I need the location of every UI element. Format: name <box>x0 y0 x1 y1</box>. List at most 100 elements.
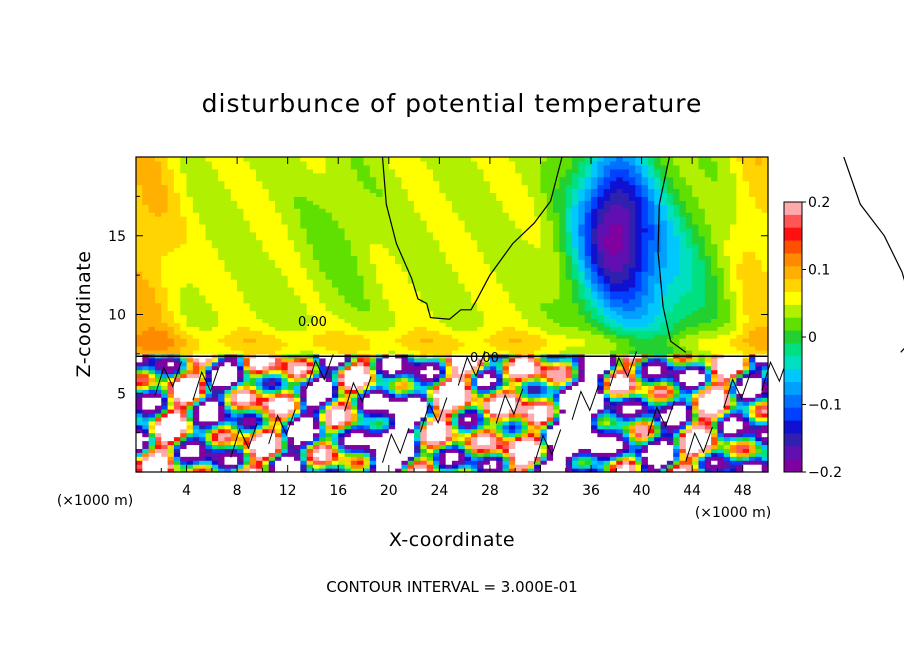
data-cell <box>369 357 377 363</box>
data-cell <box>414 310 421 316</box>
data-cell <box>369 231 377 237</box>
data-cell <box>294 318 301 323</box>
data-cell <box>458 247 466 253</box>
data-cell <box>464 204 472 209</box>
data-cell <box>180 216 188 221</box>
data-cell <box>142 279 150 284</box>
data-cell <box>426 200 434 205</box>
data-cell <box>521 251 529 257</box>
data-cell <box>382 306 390 312</box>
data-cell <box>192 361 200 367</box>
data-cell <box>319 456 327 461</box>
data-cell <box>376 176 384 182</box>
data-cell <box>439 302 447 308</box>
data-cell <box>218 464 226 469</box>
data-cell <box>224 346 232 351</box>
data-cell <box>205 267 213 272</box>
data-cell <box>300 168 308 174</box>
data-cell <box>256 239 263 245</box>
data-cell <box>483 283 491 288</box>
data-cell <box>325 349 333 355</box>
data-cell <box>287 267 295 272</box>
data-cell <box>395 326 403 331</box>
data-cell <box>477 157 485 162</box>
data-cell <box>173 349 181 355</box>
data-cell <box>300 314 308 320</box>
data-cell <box>180 271 188 276</box>
data-cell <box>136 397 143 402</box>
data-cell <box>470 239 478 245</box>
data-cell <box>224 393 232 398</box>
data-cell <box>237 188 245 194</box>
data-cell <box>338 424 346 430</box>
data-cell <box>306 424 314 430</box>
data-cell <box>357 377 365 383</box>
data-cell <box>224 369 232 375</box>
data-cell <box>452 377 459 383</box>
data-cell <box>325 239 333 245</box>
data-cell <box>224 247 232 253</box>
data-cell <box>192 448 200 453</box>
data-cell <box>382 377 390 383</box>
data-cell <box>376 326 384 331</box>
data-cell <box>243 290 251 296</box>
data-cell <box>312 192 320 197</box>
data-cell <box>489 448 497 453</box>
data-cell <box>142 298 150 304</box>
data-cell <box>268 271 276 276</box>
data-cell <box>275 294 282 300</box>
data-cell <box>414 428 421 434</box>
data-cell <box>218 389 226 394</box>
data-cell <box>180 405 188 410</box>
data-cell <box>331 157 339 162</box>
data-cell <box>445 397 453 402</box>
data-cell <box>205 220 213 225</box>
data-cell <box>154 208 162 213</box>
data-cell <box>319 420 327 426</box>
data-cell <box>224 235 232 241</box>
data-cell <box>249 346 257 351</box>
data-cell <box>439 235 447 241</box>
data-cell <box>338 397 346 402</box>
data-cell <box>319 231 327 237</box>
data-cell <box>388 294 396 300</box>
data-cell <box>167 157 175 162</box>
data-cell <box>388 377 396 383</box>
data-cell <box>287 318 295 323</box>
data-cell <box>445 373 453 379</box>
data-cell <box>294 184 301 190</box>
data-cell <box>439 412 447 418</box>
data-cell <box>489 192 497 197</box>
data-cell <box>294 412 301 418</box>
data-cell <box>300 369 308 375</box>
data-cell <box>167 436 175 442</box>
data-cell <box>445 279 453 284</box>
data-cell <box>407 464 415 469</box>
data-cell <box>483 231 491 237</box>
data-cell <box>483 385 491 390</box>
data-cell <box>262 184 270 190</box>
data-cell <box>344 267 352 272</box>
data-cell <box>452 176 459 182</box>
data-cell <box>230 267 238 272</box>
data-cell <box>142 184 150 190</box>
data-cell <box>237 468 245 473</box>
data-cell <box>363 377 371 383</box>
data-cell <box>502 409 510 414</box>
data-cell <box>173 318 181 323</box>
data-cell <box>294 283 301 288</box>
data-cell <box>515 314 523 320</box>
data-cell <box>230 456 238 461</box>
data-cell <box>477 212 485 217</box>
data-cell <box>268 302 276 308</box>
data-cell <box>483 456 491 461</box>
data-cell <box>369 184 377 190</box>
data-cell <box>508 212 516 217</box>
data-cell <box>180 456 188 461</box>
data-cell <box>527 468 535 473</box>
data-cell <box>350 393 358 398</box>
data-cell <box>192 373 200 379</box>
data-cell <box>294 200 301 205</box>
data-cell <box>420 306 428 312</box>
data-cell <box>173 405 181 410</box>
